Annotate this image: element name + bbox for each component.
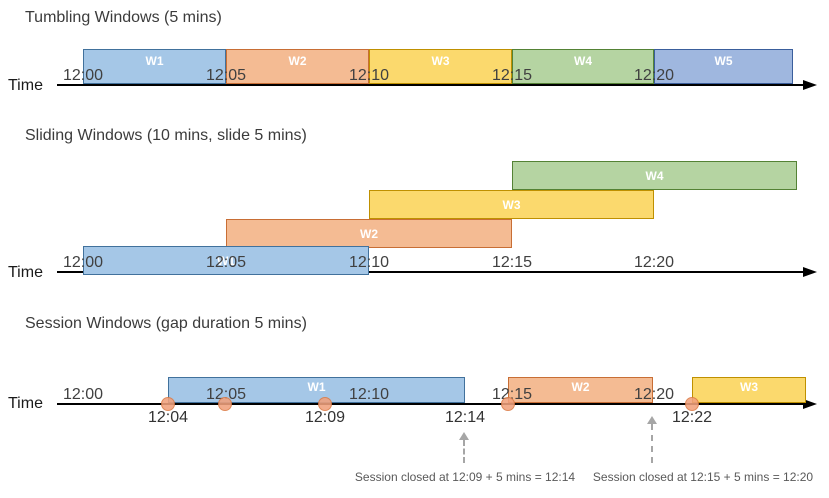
arrowhead-icon: [459, 432, 469, 440]
event-time-label: 12:14: [444, 409, 486, 426]
tick-label: 12:00: [62, 254, 104, 271]
tumbling-timeline: [57, 84, 803, 86]
event-time-label: 12:22: [671, 409, 713, 426]
window-label: W3: [502, 197, 521, 212]
window-label: W4: [574, 54, 592, 68]
tick-label: 12:05: [205, 67, 247, 84]
arrow-tail: [651, 424, 653, 463]
tick-label: 12:05: [205, 386, 247, 403]
sliding-window-w3: W3: [369, 190, 654, 219]
window-label: W1: [217, 253, 235, 268]
tick-label: 12:00: [62, 67, 104, 84]
sliding-timeline-arrow-icon: [803, 267, 817, 277]
arrowhead-icon: [647, 416, 657, 424]
sliding-window-w2: W2: [226, 219, 512, 248]
window-label: W1: [307, 380, 326, 394]
window-label: W3: [431, 54, 450, 68]
window-label: W3: [740, 380, 758, 394]
tick-label: 12:00: [62, 386, 104, 403]
dashed-up-arrow-icon: [457, 432, 471, 463]
session-window-w3: W3: [692, 377, 806, 403]
session-timeline-arrow-icon: [803, 399, 817, 409]
tick-label: 12:10: [348, 386, 390, 403]
sliding-section-title: Sliding Windows (10 mins, slide 5 mins): [25, 127, 307, 144]
tick-label: 12:20: [633, 67, 675, 84]
tumbling-section-title: Tumbling Windows (5 mins): [25, 9, 222, 26]
window-label: W5: [714, 54, 733, 68]
event-dot: [161, 397, 175, 411]
event-dot: [685, 397, 699, 411]
tick-label: 12:15: [491, 254, 533, 271]
window-label: W2: [288, 54, 307, 68]
tick-label: 12:10: [348, 254, 390, 271]
tumbling-window-w2: W2: [226, 49, 369, 84]
event-time-label: 12:04: [147, 409, 189, 426]
sliding-time-label: Time: [8, 264, 43, 281]
session-window-w2: W2: [508, 377, 653, 403]
event-dot: [501, 397, 515, 411]
session-window-w1: W1: [168, 377, 465, 403]
event-dot: [218, 397, 232, 411]
dashed-up-arrow-icon: [645, 416, 659, 463]
session-time-label: Time: [8, 395, 43, 412]
session-close-annotation: Session closed at 12:15 + 5 mins = 12:20: [592, 470, 814, 484]
session-timeline: [57, 403, 803, 405]
tick-label: 12:15: [491, 67, 533, 84]
window-label: W2: [360, 226, 378, 241]
window-label: W4: [645, 168, 664, 183]
tumbling-time-label: Time: [8, 77, 43, 94]
sliding-window-w4: W4: [512, 161, 797, 190]
sliding-timeline: [57, 271, 803, 273]
tumbling-window-w4: W4: [512, 49, 654, 84]
tumbling-window-w1: W1: [83, 49, 226, 84]
event-time-label: 12:09: [304, 409, 346, 426]
sliding-window-w1: W1: [83, 246, 369, 275]
tick-label: 12:20: [633, 254, 675, 271]
tumbling-window-w5: W5: [654, 49, 793, 84]
window-label: W2: [571, 380, 590, 394]
tumbling-timeline-arrow-icon: [803, 80, 817, 90]
tick-label: 12:10: [348, 67, 390, 84]
tumbling-window-w3: W3: [369, 49, 512, 84]
tick-label: 12:05: [205, 254, 247, 271]
event-dot: [318, 397, 332, 411]
tick-label: 12:20: [633, 386, 675, 403]
session-close-annotation: Session closed at 12:09 + 5 mins = 12:14: [354, 470, 576, 484]
arrow-tail: [463, 440, 465, 463]
session-section-title: Session Windows (gap duration 5 mins): [25, 315, 307, 332]
window-label: W1: [145, 54, 164, 68]
